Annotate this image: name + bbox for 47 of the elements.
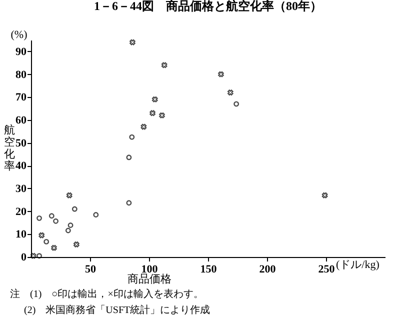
point: [68, 222, 74, 228]
y-tick-label: 30: [16, 182, 27, 195]
point: [234, 101, 240, 107]
y-tick-label: 0: [21, 252, 27, 264]
point: [51, 244, 57, 251]
point: [66, 192, 72, 198]
point: [228, 90, 234, 96]
point: [130, 39, 136, 46]
point: [129, 134, 135, 140]
point: [44, 238, 50, 244]
point: [48, 213, 54, 219]
point: [218, 71, 224, 78]
point: [126, 200, 132, 206]
point: [161, 62, 168, 68]
y-tick-label: 80: [16, 68, 27, 81]
x-tick-label: 150: [200, 264, 218, 276]
text: (ドル/kg): [336, 259, 380, 271]
y-tick-label: 10: [16, 228, 27, 241]
point: [152, 96, 158, 102]
point: [322, 192, 328, 198]
x-tick-label: 200: [259, 264, 276, 276]
text: (2) 米国商務省「USFT統計」により作成: [23, 304, 210, 318]
x-axis-title: 商品価格: [128, 272, 172, 286]
point: [93, 212, 99, 218]
y-tick-label: 20: [16, 206, 27, 218]
x-tick-label: 50: [85, 264, 96, 276]
point: [30, 252, 36, 259]
x-tick-label: 250: [318, 264, 336, 276]
point: [72, 206, 78, 212]
point: [126, 154, 132, 160]
y-tick-label: 40: [16, 160, 27, 172]
y-axis-title: 航空化率: [4, 124, 15, 172]
y-tick-label: 70: [16, 92, 27, 104]
point: [38, 232, 45, 238]
point: [150, 110, 156, 116]
y-tick-label: 90: [16, 46, 27, 58]
point: [65, 228, 71, 234]
point: [53, 218, 58, 224]
point: [159, 112, 165, 118]
text: (%): [10, 29, 28, 41]
point: [140, 124, 147, 130]
y-tick-label: 60: [16, 114, 27, 126]
point: [36, 253, 42, 259]
text: 注 (1) ○印は輸出，×印は輸入を表わす。: [10, 288, 204, 302]
point: [36, 215, 42, 221]
y-tick-label: 50: [16, 137, 27, 150]
point: [74, 242, 80, 248]
